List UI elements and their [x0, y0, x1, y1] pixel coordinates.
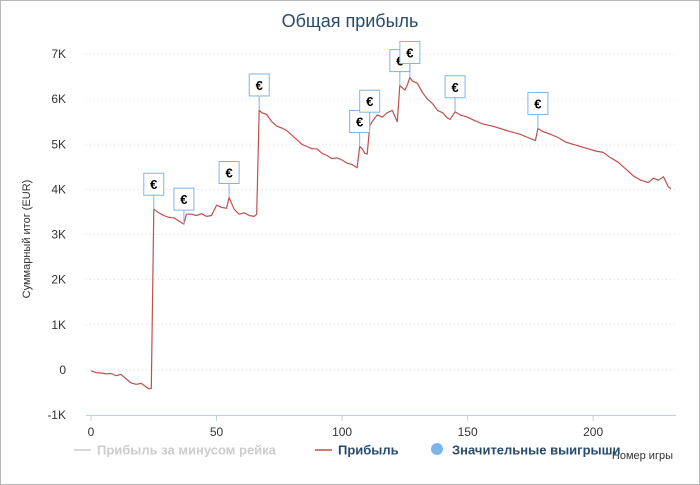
- y-tick-label: -1K: [47, 408, 66, 422]
- y-tick-label: 4K: [51, 182, 66, 196]
- y-tick-label: 7K: [51, 47, 66, 61]
- y-tick-label: 5K: [51, 137, 66, 151]
- flag-box: [248, 73, 270, 97]
- flag-label: €: [225, 165, 232, 180]
- flag-box: [359, 89, 381, 113]
- big-win-flag[interactable]: €: [173, 187, 195, 225]
- flag-box: [444, 75, 466, 99]
- big-win-flag[interactable]: €: [444, 75, 466, 112]
- legend-swatch-big-wins: [431, 443, 443, 455]
- big-win-flag[interactable]: €: [248, 73, 270, 110]
- legend-label-profit: Прибыль: [338, 443, 399, 458]
- flag-label: €: [406, 45, 413, 60]
- y-tick-label: 3K: [51, 228, 66, 242]
- big-win-flag[interactable]: €: [359, 89, 381, 127]
- flag-label: €: [180, 192, 187, 207]
- series: [90, 76, 672, 390]
- y-tick-label: 1K: [51, 318, 66, 332]
- legend-item-net-profit[interactable]: Прибыль за минусом рейка: [74, 443, 277, 458]
- y-tick-label: 2K: [51, 273, 66, 287]
- flag-label: €: [256, 78, 263, 93]
- y-axis-title: Суммарный итог (EUR): [21, 180, 33, 299]
- flag-label: €: [150, 177, 157, 192]
- big-win-flag[interactable]: €: [527, 91, 549, 129]
- big-win-flag[interactable]: €: [218, 160, 240, 198]
- x-tick-label: 100: [332, 425, 352, 439]
- x-axis-ticks: 0 50 100 150 200: [88, 415, 603, 439]
- flags: €€€€€€€€€€: [143, 40, 549, 225]
- x-tick-label: 150: [458, 425, 478, 439]
- grid: [86, 53, 676, 416]
- chart-title: Общая прибыль: [282, 11, 419, 31]
- flag-label: €: [356, 115, 363, 130]
- flag-label: €: [534, 96, 541, 111]
- flag-box: [527, 91, 549, 115]
- flag-box: [399, 40, 421, 64]
- profit-line: [90, 76, 672, 390]
- big-win-flag[interactable]: €: [349, 110, 371, 147]
- flag-box: [218, 160, 240, 184]
- y-tick-label: 0: [59, 363, 66, 377]
- y-axis-ticks: -1K 0 1K 2K 3K 4K 5K 6K 7K: [47, 47, 66, 422]
- x-axis-title: Номер игры: [612, 450, 673, 462]
- legend[interactable]: Прибыль за минусом рейка Прибыль Значите…: [74, 443, 620, 458]
- legend-item-profit[interactable]: Прибыль: [315, 443, 399, 458]
- flag-label: €: [451, 80, 458, 95]
- flag-box: [173, 187, 195, 211]
- legend-label-big-wins: Значительные выигрыши: [452, 443, 620, 458]
- big-win-flag[interactable]: €: [399, 40, 421, 78]
- x-tick-label: 200: [583, 425, 603, 439]
- legend-item-big-wins[interactable]: Значительные выигрыши: [431, 443, 620, 458]
- flag-label: €: [366, 94, 373, 109]
- y-tick-label: 6K: [51, 92, 66, 106]
- x-tick-label: 0: [88, 425, 95, 439]
- x-tick-label: 50: [210, 425, 224, 439]
- legend-label-net-profit: Прибыль за минусом рейка: [97, 443, 277, 458]
- flag-box: [143, 172, 165, 196]
- big-win-flag[interactable]: €: [143, 172, 165, 210]
